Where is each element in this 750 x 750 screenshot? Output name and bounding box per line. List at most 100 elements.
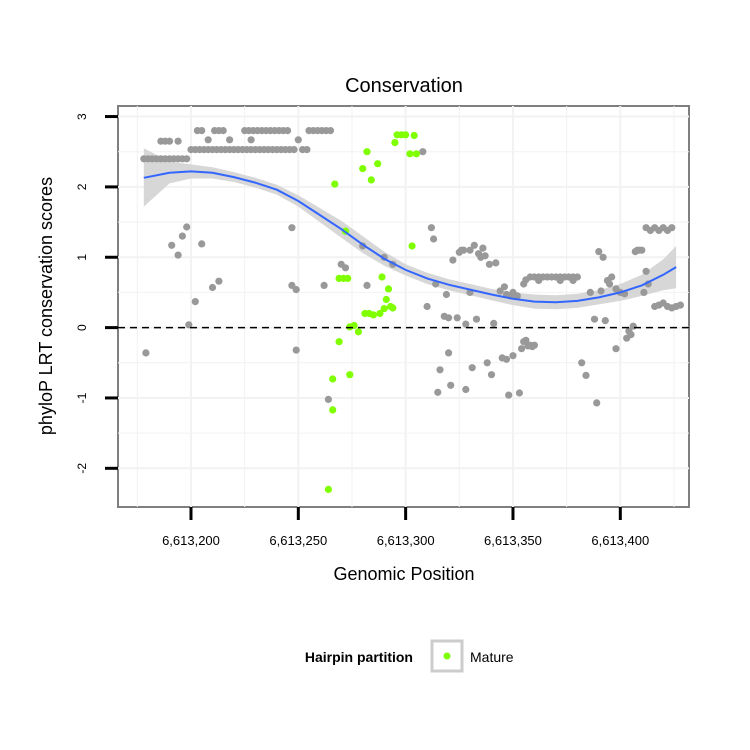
- point-mature: [354, 328, 362, 336]
- point-other: [627, 331, 635, 339]
- point-other: [479, 244, 487, 252]
- legend: Hairpin partition Mature: [305, 639, 514, 673]
- y-tick-label: 3: [75, 113, 89, 120]
- point-other: [303, 146, 311, 154]
- point-other: [668, 224, 676, 232]
- point-mature: [329, 406, 337, 414]
- point-other: [294, 136, 302, 144]
- x-tick-label: 6,613,350: [484, 533, 542, 548]
- point-other: [640, 288, 648, 296]
- point-other: [191, 298, 199, 306]
- point-other: [204, 136, 212, 144]
- x-axis-ticks: 6,613,200 6,613,250 6,613,300 6,613,350 6,61…: [162, 507, 649, 548]
- point-other: [608, 273, 616, 281]
- point-mature: [369, 311, 377, 319]
- point-mature: [374, 160, 382, 168]
- point-other: [569, 276, 577, 285]
- point-other: [320, 281, 328, 289]
- point-other: [449, 256, 457, 264]
- point-other: [226, 136, 234, 144]
- point-other: [326, 127, 335, 135]
- point-other: [363, 281, 371, 289]
- point-mature: [412, 150, 420, 158]
- legend-key-mature: [443, 652, 451, 660]
- point-other: [183, 223, 191, 231]
- legend-title: Hairpin partition: [305, 649, 413, 665]
- point-other: [601, 317, 609, 325]
- point-mature: [344, 274, 352, 282]
- point-mature: [410, 131, 418, 140]
- point-other: [483, 359, 491, 367]
- point-other: [595, 248, 603, 256]
- point-other: [288, 224, 296, 232]
- point-mature: [329, 375, 337, 383]
- point-mature: [359, 165, 367, 173]
- point-other: [445, 349, 453, 357]
- point-other: [586, 288, 594, 296]
- point-other: [505, 391, 513, 399]
- point-other: [434, 388, 442, 396]
- point-mature: [335, 338, 343, 346]
- point-mature: [380, 305, 388, 313]
- y-tick-label: 0: [75, 324, 89, 331]
- point-other: [453, 314, 461, 322]
- x-tick-label: 6,613,250: [269, 533, 327, 548]
- point-mature: [384, 285, 393, 293]
- x-axis-label: Genomic Position: [333, 564, 474, 584]
- point-other: [468, 364, 476, 372]
- point-other: [481, 252, 489, 260]
- smooth-confidence-band: [143, 148, 677, 310]
- point-other: [198, 127, 206, 135]
- x-tick-label: 6,613,200: [162, 533, 220, 548]
- point-mature: [389, 304, 397, 312]
- point-other: [419, 148, 427, 156]
- point-other: [522, 336, 530, 344]
- x-tick-label: 6,613,400: [591, 533, 649, 548]
- point-other: [341, 264, 350, 272]
- point-mature: [406, 150, 414, 158]
- x-tick-label: 6,613,300: [377, 533, 435, 548]
- point-other: [174, 137, 182, 145]
- grid: [118, 106, 689, 507]
- point-other: [466, 246, 474, 254]
- point-other: [490, 319, 498, 327]
- point-other: [485, 260, 493, 268]
- point-other: [500, 283, 508, 291]
- point-other: [582, 371, 590, 379]
- point-mature: [408, 242, 416, 250]
- point-mature: [363, 148, 371, 156]
- point-mature: [391, 139, 399, 147]
- point-other: [462, 385, 470, 394]
- point-other: [593, 399, 601, 407]
- point-other: [427, 224, 435, 232]
- point-mature: [376, 309, 384, 318]
- point-other: [470, 241, 478, 249]
- point-other: [423, 302, 431, 311]
- point-other: [556, 276, 564, 285]
- point-other: [597, 287, 605, 295]
- point-other: [599, 253, 607, 261]
- y-axis-label: phyloP LRT conservation scores: [36, 177, 56, 435]
- point-mature: [331, 180, 339, 188]
- point-other: [292, 286, 300, 294]
- point-other: [638, 246, 646, 254]
- point-other: [515, 389, 524, 397]
- point-other: [324, 395, 332, 403]
- legend-label-mature: Mature: [470, 649, 514, 665]
- point-other: [460, 246, 468, 254]
- point-other: [185, 321, 193, 329]
- point-other: [629, 322, 637, 330]
- point-other: [436, 366, 444, 374]
- point-other: [174, 251, 182, 259]
- point-other: [247, 136, 255, 144]
- data-points: [140, 127, 685, 493]
- point-other: [472, 315, 481, 323]
- point-mature: [382, 295, 390, 304]
- point-other: [513, 292, 521, 300]
- point-other: [509, 352, 517, 360]
- point-other: [642, 267, 650, 275]
- point-other: [290, 146, 298, 154]
- point-other: [198, 240, 206, 248]
- point-other: [442, 290, 450, 299]
- smooth-curve: [143, 170, 677, 304]
